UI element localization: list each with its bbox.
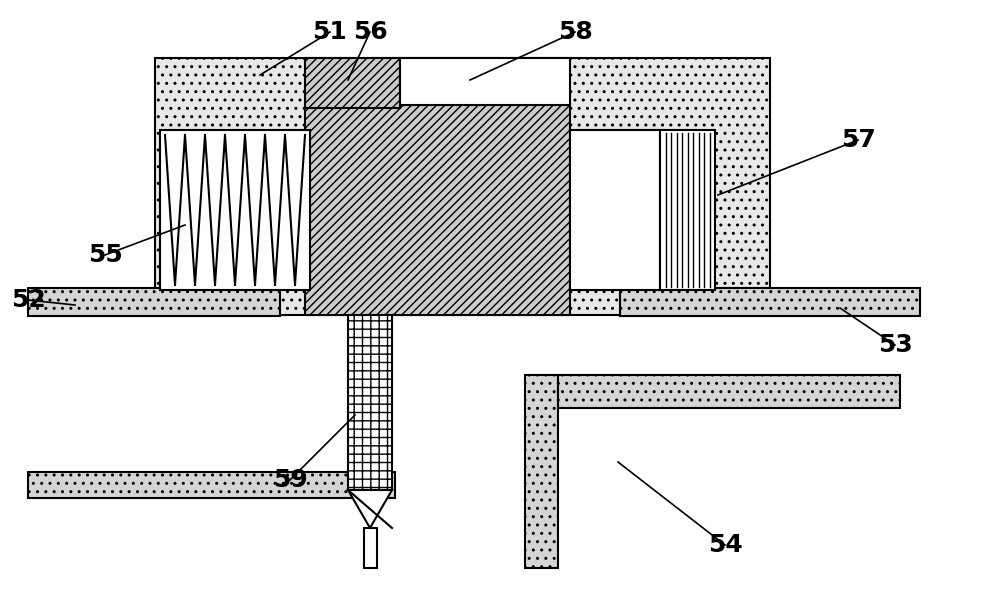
Text: 56: 56 — [353, 20, 387, 44]
Bar — [525, 375, 558, 568]
Bar — [28, 288, 280, 316]
Bar — [570, 130, 660, 290]
Bar — [558, 375, 900, 408]
Polygon shape — [348, 490, 392, 528]
Text: 58: 58 — [558, 20, 592, 44]
Bar — [348, 315, 392, 490]
Bar — [28, 472, 395, 498]
Bar — [348, 315, 392, 490]
Bar — [364, 528, 377, 568]
Text: 54: 54 — [708, 533, 742, 557]
Text: 57: 57 — [841, 128, 875, 152]
Bar — [620, 288, 920, 316]
Bar — [160, 130, 310, 290]
Bar — [155, 58, 770, 315]
Bar — [305, 105, 570, 315]
Text: 51: 51 — [313, 20, 347, 44]
Text: 53: 53 — [878, 333, 912, 357]
Bar — [660, 130, 715, 290]
Text: 55: 55 — [88, 243, 122, 267]
Bar — [400, 58, 570, 105]
Bar — [305, 58, 400, 108]
Text: 52: 52 — [11, 288, 45, 312]
Text: 59: 59 — [273, 468, 307, 492]
